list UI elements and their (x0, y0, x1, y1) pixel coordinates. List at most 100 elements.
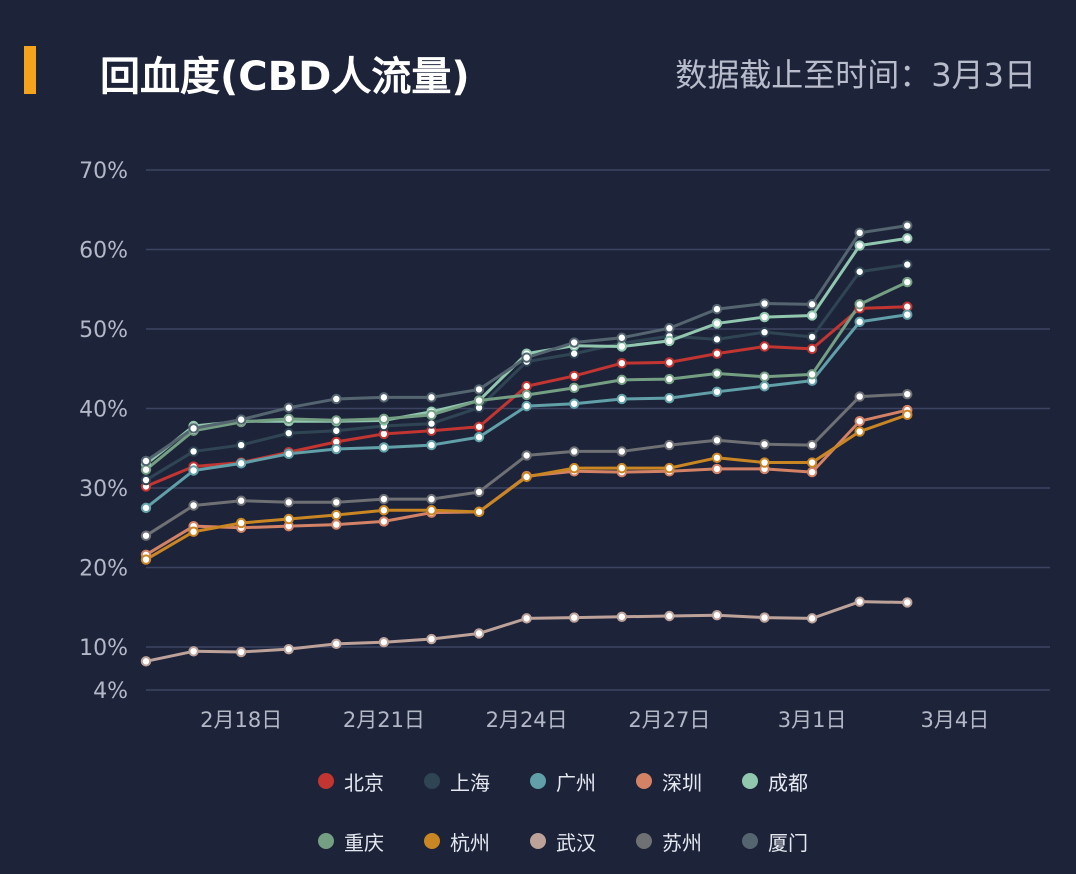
legend-label: 苏州 (662, 830, 702, 855)
data-point (235, 458, 247, 469)
data-point (283, 497, 294, 508)
data-point (902, 259, 913, 270)
data-point (616, 341, 627, 352)
data-point (473, 506, 485, 518)
legend-item[interactable]: 苏州 (636, 826, 742, 856)
x-tick-label: 3月1日 (778, 708, 847, 732)
data-point (140, 656, 152, 667)
data-point (759, 298, 770, 309)
y-tick-label: 20% (79, 557, 128, 582)
data-point (188, 526, 199, 537)
data-point (188, 646, 199, 657)
legend-item[interactable]: 武汉 (530, 826, 636, 856)
data-point (854, 426, 865, 437)
data-point (902, 409, 913, 421)
data-point (426, 392, 437, 403)
data-point (806, 457, 818, 468)
data-point (854, 227, 865, 239)
legend-swatch (424, 773, 440, 789)
data-point (711, 386, 723, 398)
page-title: 回血度(CBD人流量) (100, 54, 470, 100)
data-point (569, 370, 580, 382)
legend-label: 武汉 (556, 830, 596, 855)
data-point (616, 611, 627, 622)
legend-label: 上海 (450, 770, 490, 795)
data-point (854, 416, 865, 427)
data-point (711, 303, 723, 315)
data-point (569, 398, 580, 409)
data-point (664, 610, 675, 622)
data-point (854, 240, 865, 251)
data-point (188, 446, 199, 457)
legend-swatch (742, 773, 758, 789)
data-point (806, 369, 818, 380)
data-point (140, 530, 152, 541)
data-point (283, 513, 294, 525)
legend-label: 成都 (768, 770, 808, 795)
y-tick-label: 30% (79, 477, 128, 502)
data-point (711, 348, 723, 359)
data-point (140, 455, 152, 467)
legend-label: 厦门 (768, 830, 808, 855)
legend-item[interactable]: 广州 (530, 766, 636, 796)
data-point (473, 628, 485, 639)
series-line (144, 224, 909, 463)
data-point (711, 452, 723, 463)
data-point (664, 392, 675, 404)
data-point (616, 462, 627, 474)
legend-item[interactable]: 杭州 (424, 826, 530, 856)
data-point (331, 415, 342, 426)
legend-item[interactable]: 北京 (318, 766, 424, 796)
data-point (902, 309, 913, 320)
data-point (140, 464, 152, 475)
legend-swatch (636, 833, 652, 849)
data-point (378, 493, 390, 505)
legend-label: 重庆 (344, 830, 384, 855)
data-point (235, 495, 247, 506)
data-point (283, 402, 294, 413)
data-point (235, 646, 247, 658)
x-tick-label: 2月18日 (200, 708, 282, 732)
data-point (283, 427, 294, 439)
data-point (521, 381, 532, 392)
legend-label: 杭州 (450, 830, 490, 855)
data-point (759, 311, 770, 323)
data-point (521, 450, 532, 461)
data-point (378, 392, 390, 403)
data-point (711, 463, 723, 475)
data-point (759, 371, 770, 382)
x-tick-label: 2月21日 (343, 708, 425, 732)
data-point (569, 382, 580, 394)
legend-swatch (424, 833, 440, 849)
legend-item[interactable]: 厦门 (742, 826, 848, 856)
data-point (854, 391, 865, 402)
data-point (569, 446, 580, 457)
data-point (521, 471, 532, 483)
legend-item[interactable]: 深圳 (636, 766, 742, 796)
data-point (664, 323, 675, 334)
data-point (331, 497, 342, 508)
data-point (759, 326, 770, 338)
data-point (806, 466, 818, 478)
y-tick-label: 40% (79, 398, 128, 423)
series-line (144, 413, 909, 562)
data-point (664, 357, 675, 368)
y-tick-label: 10% (79, 636, 128, 661)
legend-item[interactable]: 上海 (424, 766, 530, 796)
data-point (473, 384, 485, 395)
legend-item[interactable]: 重庆 (318, 826, 424, 856)
data-point (426, 505, 437, 516)
y-tick-label: 60% (79, 239, 128, 264)
data-point (759, 457, 770, 468)
legend-item[interactable]: 成都 (742, 766, 848, 796)
legend-swatch (530, 773, 546, 789)
data-point (616, 357, 627, 369)
data-point (759, 381, 770, 392)
data-point (473, 486, 485, 498)
x-tick-label: 3月4日 (920, 708, 989, 732)
data-point (806, 439, 818, 451)
legend-label: 北京 (344, 770, 384, 795)
data-point (283, 448, 294, 460)
legend-row: 北京 上海 广州 深圳 成都 (318, 766, 848, 796)
data-point (711, 610, 723, 621)
